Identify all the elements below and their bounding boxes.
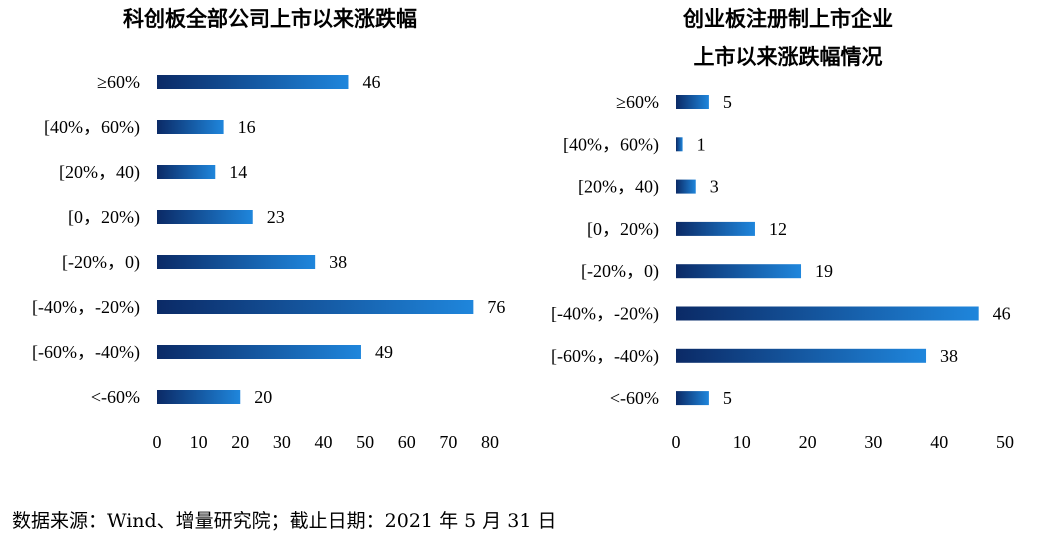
category-label: [20%，40)	[59, 162, 140, 183]
data-label: 16	[238, 117, 256, 137]
category-label: [40%，60%)	[563, 134, 659, 155]
category-label: [-60%，-40%)	[32, 342, 140, 363]
category-label: [-20%，0)	[62, 252, 140, 273]
bar	[676, 95, 709, 109]
bar	[157, 210, 253, 224]
category-label: [40%，60%)	[44, 117, 140, 138]
bar	[676, 221, 755, 236]
data-label: 14	[229, 162, 247, 182]
category-label: [0，20%)	[587, 219, 659, 240]
category-label: [20%，40)	[578, 177, 659, 198]
data-label: 12	[769, 219, 787, 239]
data-label: 23	[267, 207, 285, 227]
x-tick-label: 60	[398, 432, 416, 452]
x-tick-label: 10	[733, 432, 751, 452]
bar	[157, 390, 241, 404]
x-tick-label: 80	[481, 432, 499, 452]
data-label: 46	[362, 72, 380, 92]
category-label: ≥60%	[97, 72, 140, 92]
data-label: 5	[723, 92, 732, 112]
category-label: [-40%，-20%)	[32, 297, 140, 318]
data-label: 1	[697, 134, 706, 154]
category-label: [-20%，0)	[581, 261, 659, 282]
x-tick-label: 20	[799, 432, 817, 452]
bar	[676, 137, 683, 152]
x-tick-label: 20	[231, 432, 249, 452]
chart-title-line: 上市以来涨跌幅情况	[694, 44, 883, 69]
category-label: <-60%	[91, 387, 140, 407]
x-tick-label: 40	[315, 432, 333, 452]
bar	[676, 391, 709, 406]
x-tick-label: 0	[153, 432, 162, 452]
category-label: [-40%，-20%)	[551, 304, 659, 325]
bar	[157, 120, 224, 134]
x-tick-label: 50	[356, 432, 374, 452]
category-label: [0，20%)	[68, 207, 140, 228]
x-tick-label: 50	[996, 432, 1014, 452]
data-label: 38	[329, 252, 347, 272]
data-label: 38	[940, 346, 958, 366]
x-tick-label: 0	[672, 432, 681, 452]
bar	[676, 348, 927, 363]
category-label: [-60%，-40%)	[551, 346, 659, 367]
chart-title-line: 创业板注册制上市企业	[682, 6, 893, 31]
bar	[676, 179, 696, 194]
data-label: 20	[254, 387, 272, 407]
bar	[157, 165, 216, 179]
x-tick-label: 10	[190, 432, 208, 452]
category-label: ≥60%	[616, 92, 659, 112]
category-label: <-60%	[610, 388, 659, 408]
x-tick-label: 40	[930, 432, 948, 452]
bar	[157, 255, 316, 269]
bar	[157, 300, 474, 314]
chart-left: 科创板全部公司上市以来涨跌幅 ≥60% 46 [40%，60%) 16 [20%，40) 1…	[32, 6, 505, 452]
data-label: 3	[710, 177, 719, 197]
bar	[157, 75, 349, 89]
x-tick-label: 70	[439, 432, 457, 452]
bar	[676, 306, 979, 321]
x-tick-label: 30	[864, 432, 882, 452]
chart-title-line: 科创板全部公司上市以来涨跌幅	[123, 6, 417, 31]
data-label: 46	[993, 304, 1011, 324]
bar	[676, 264, 802, 279]
data-label: 49	[375, 342, 393, 362]
x-tick-label: 30	[273, 432, 291, 452]
data-label: 19	[815, 261, 833, 281]
data-label: 76	[487, 297, 505, 317]
source-note: 数据来源：Wind、增量研究院；截止日期：2021 年 5 月 31 日	[12, 510, 557, 532]
data-label: 5	[723, 388, 732, 408]
bar	[157, 345, 361, 359]
